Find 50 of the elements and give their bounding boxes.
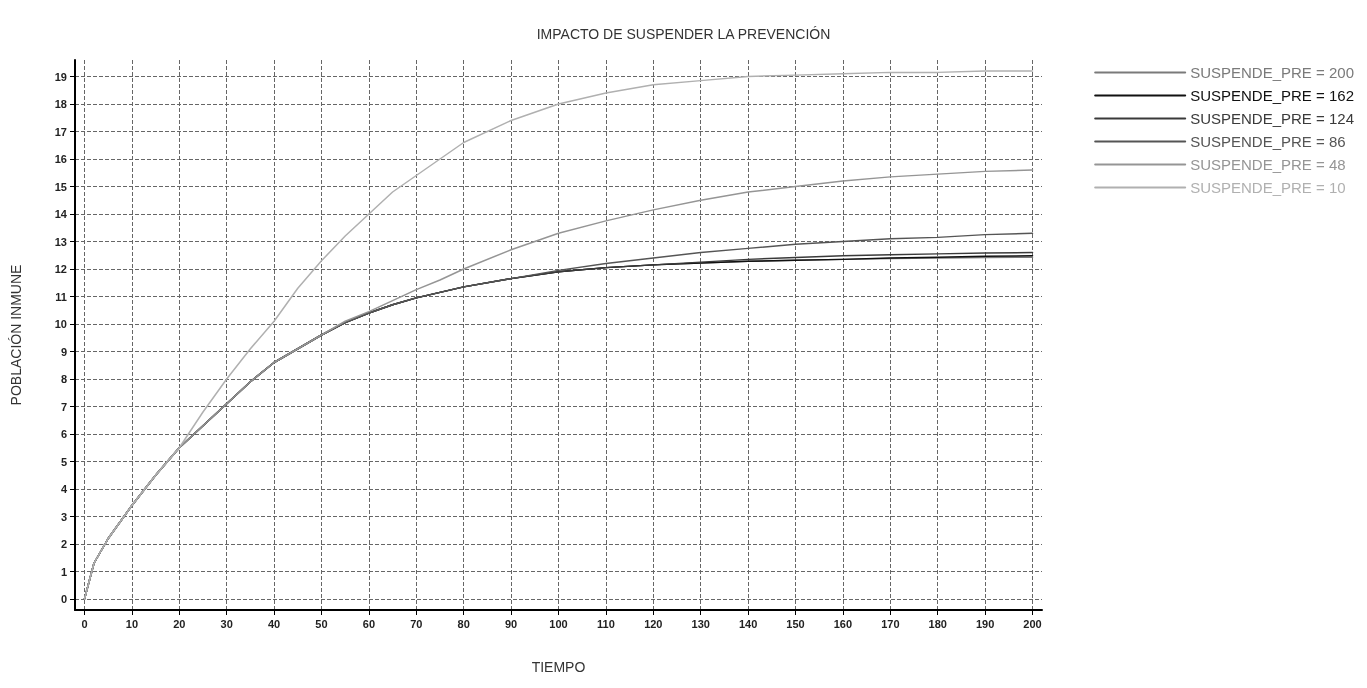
x-tick-label: 180 [928,617,947,630]
y-tick-label: 10 [54,318,67,330]
y-tick-label: 7 [60,400,67,413]
text: SUSPENDE_PRE = 124 [1190,110,1354,127]
text: SUSPENDE_PRE = 10 [1190,179,1346,196]
y-tick-label: 15 [54,180,67,193]
y-tick-label: 14 [54,208,68,220]
y-axis-title: POBLACIÓN INMUNE [8,264,24,406]
x-tick-label: 190 [975,617,995,630]
y-tick-label: 8 [60,373,67,385]
x-tick-label: 10 [125,617,139,630]
x-tick-label: 160 [833,617,853,630]
y-tick-label: 3 [60,510,67,523]
x-tick-label: 40 [267,617,281,630]
y-tick-label: 12 [54,263,67,275]
y-tick-label: 19 [54,70,67,83]
x-tick-label: 20 [173,617,186,630]
x-tick-label: 140 [738,617,758,630]
x-tick-label: 60 [362,617,376,630]
x-tick-label: 80 [457,617,470,630]
y-tick-label: 4 [60,483,68,495]
x-tick-label: 120 [644,617,663,630]
y-tick-label: 16 [54,153,67,165]
text: SUSPENDE_PRE = 162 [1190,87,1354,104]
y-tick-label: 5 [60,455,67,468]
y-tick-label: 0 [60,593,67,605]
y-tick-label: 18 [54,98,67,110]
text: SUSPENDE_PRE = 86 [1190,133,1346,150]
x-tick-label: 100 [549,617,568,630]
x-tick-label: 70 [410,617,423,630]
y-tick-label: 6 [60,428,67,440]
x-axis-title: TIEMPO [531,659,586,675]
y-tick-label: 13 [54,235,67,248]
y-tick-label: 9 [60,345,67,358]
x-tick-label: 30 [220,617,233,630]
y-tick-label: 2 [60,538,67,550]
x-tick-label: 0 [81,617,88,630]
y-tick-label: 17 [54,125,67,138]
x-tick-label: 150 [786,617,805,630]
x-tick-label: 110 [597,617,615,630]
chart-title: IMPACTO DE SUSPENDER LA PREVENCIÓN [536,26,831,42]
y-tick-label: 1 [60,565,67,578]
text: SUSPENDE_PRE = 48 [1190,156,1346,173]
x-tick-label: 170 [881,617,900,630]
x-tick-label: 200 [1023,617,1042,630]
x-tick-label: 50 [315,617,328,630]
y-tick-label: 11 [55,290,67,303]
x-tick-label: 90 [504,617,518,630]
text: SUSPENDE_PRE = 200 [1190,64,1354,81]
x-tick-label: 130 [691,617,710,630]
